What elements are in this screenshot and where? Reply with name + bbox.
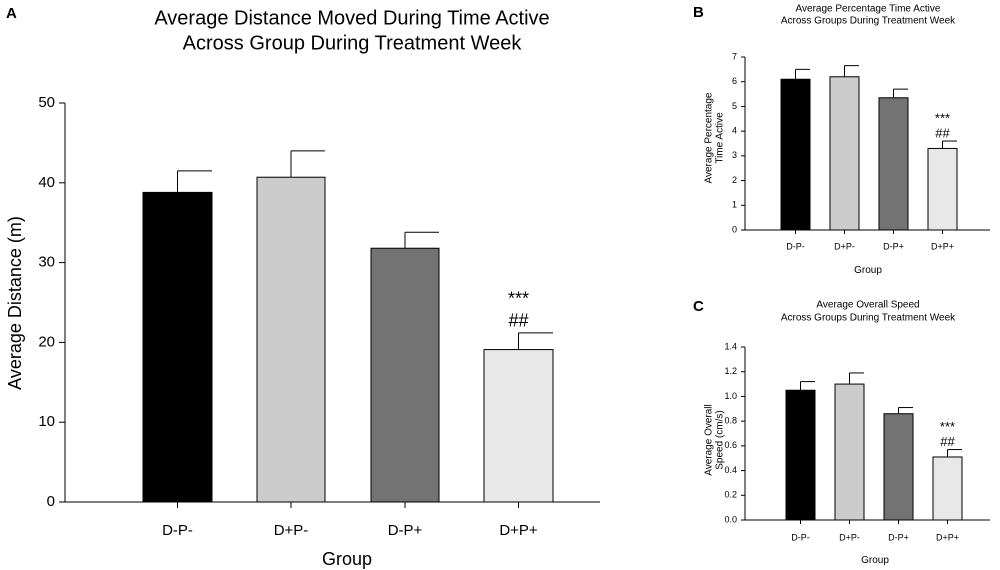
panel-a-y-tick-label: 30 — [38, 254, 55, 271]
panel-b-bar — [780, 78, 811, 231]
panel-c-bar — [932, 456, 963, 521]
panel-c-y-tick-label: 0.0 — [724, 514, 737, 524]
panel-c-significance-stars: *** — [940, 419, 955, 434]
panel-c-x-label: Group — [861, 555, 889, 566]
panel-a-bar — [370, 247, 440, 503]
panel-b-y-tick-label: 1 — [732, 200, 737, 210]
panel-a-letter: A — [6, 5, 17, 22]
panel-b-y-tick-label: 3 — [732, 150, 737, 160]
panel-b-y-label-line: Average Percentage — [704, 92, 715, 183]
panel-c-bar — [883, 413, 914, 521]
panel-a-y-label: Average Distance (m) — [5, 216, 25, 390]
panel-b-bar — [829, 76, 860, 231]
panel-c-y-tick-label: 0.4 — [724, 465, 737, 475]
panel-b-y-tick-label: 7 — [732, 51, 737, 61]
panel-a-x-label: Group — [322, 549, 372, 569]
panel-b-category-label: D-P- — [786, 241, 805, 251]
panel-b-title-line: Average Percentage Time Active — [796, 4, 941, 15]
panel-b-y-tick-label: 2 — [732, 175, 737, 185]
panel-a-category-label: D-P- — [162, 522, 193, 539]
panel-b-y-tick-label: 0 — [732, 224, 737, 234]
panel-b-category-label: D+P+ — [931, 241, 954, 251]
panel-c-y-tick-label: 0.2 — [724, 490, 737, 500]
panel-b-title-line: Across Groups During Treatment Week — [781, 16, 956, 27]
panel-c-title-line: Average Overall Speed — [816, 300, 919, 311]
panel-c-y-tick-label: 0.6 — [724, 440, 737, 450]
panel-a-category-label: D+P+ — [499, 522, 538, 539]
panel-c-y-tick-label: 1.2 — [724, 366, 737, 376]
panel-b-category-label: D+P- — [834, 241, 855, 251]
panel-a-significance-hash: ## — [508, 311, 528, 331]
panel-c-y-label-line: Speed (cm/s) — [715, 410, 726, 469]
panel-c-category-label: D+P- — [839, 532, 860, 542]
panel-c-bar — [785, 389, 816, 521]
panel-b-y-tick-label: 5 — [732, 101, 737, 111]
panel-b-significance-stars: *** — [935, 110, 950, 125]
panel-b-bar — [878, 97, 909, 231]
panel-c-significance-hash: ## — [940, 434, 955, 449]
panel-b-significance-hash: ## — [935, 125, 950, 140]
panel-c-category-label: D+P+ — [936, 532, 959, 542]
panel-a-y-tick-label: 50 — [38, 94, 55, 111]
panel-c-category-label: D-P+ — [888, 532, 909, 542]
panel-a-bar — [256, 176, 326, 503]
panel-a-y-tick-label: 40 — [38, 174, 55, 191]
panel-a-bar — [483, 349, 554, 503]
panel-b-category-label: D-P+ — [883, 241, 904, 251]
panel-a-y-tick-label: 20 — [38, 333, 55, 350]
panel-c-y-tick-label: 1.0 — [724, 391, 737, 401]
panel-b-letter: B — [693, 4, 704, 21]
panel-c-y-tick-label: 0.8 — [724, 416, 737, 426]
panel-a-y-tick-label: 0 — [47, 493, 55, 510]
panel-a-bar — [142, 191, 213, 503]
panel-c-letter: C — [693, 298, 704, 315]
panel-a-y-tick-label: 10 — [38, 413, 55, 430]
panel-a-significance-stars: *** — [508, 289, 529, 309]
panel-a-title-line: Average Distance Moved During Time Activ… — [154, 7, 549, 29]
panel-c-category-label: D-P- — [791, 532, 810, 542]
panel-b-bar — [927, 147, 958, 231]
panel-c-y-label-line: Average Overall — [704, 404, 715, 476]
panel-b-y-tick-label: 4 — [732, 126, 737, 136]
panel-b-y-tick-label: 6 — [732, 76, 737, 86]
panel-c-title-line: Across Groups During Treatment Week — [781, 313, 956, 324]
panel-a-title-line: Across Group During Treatment Week — [183, 32, 523, 54]
panel-b-x-label: Group — [854, 265, 882, 276]
panel-b-y-label-line: Time Active — [715, 112, 726, 164]
panel-a-category-label: D-P+ — [388, 522, 423, 539]
panel-a-category-label: D+P- — [274, 522, 309, 539]
panel-c-y-tick-label: 1.4 — [724, 341, 737, 351]
panel-c-bar — [834, 383, 865, 521]
